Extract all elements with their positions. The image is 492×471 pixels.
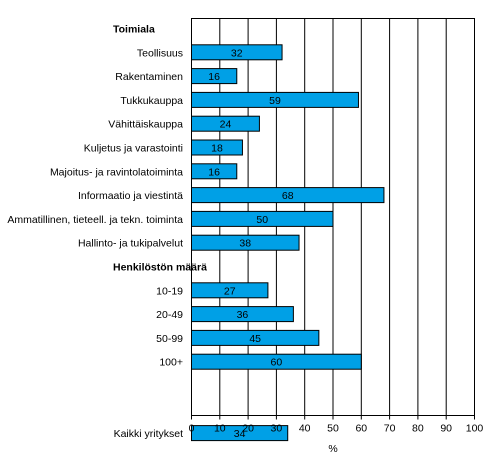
bar xyxy=(191,91,359,108)
x-tick-label: 100 xyxy=(466,423,484,435)
bar-value-label: 60 xyxy=(271,357,283,369)
bar xyxy=(191,425,289,442)
category-label: 10-19 xyxy=(156,285,183,297)
bar xyxy=(191,187,385,204)
category-label: Tukkukauppa xyxy=(120,95,183,107)
bar-value-label: 18 xyxy=(211,143,223,155)
bar xyxy=(191,163,238,180)
category-label: 20-49 xyxy=(156,309,183,321)
bar-value-label: 38 xyxy=(239,238,251,250)
bar-value-label: 24 xyxy=(220,119,232,131)
bar-value-label: 50 xyxy=(256,214,268,226)
bar-value-label: 16 xyxy=(208,71,220,83)
bar-value-label: 34 xyxy=(234,428,246,440)
x-tick-label: 30 xyxy=(271,423,283,435)
bar xyxy=(191,210,334,227)
x-tick-label: 90 xyxy=(440,423,452,435)
x-tick-label: 70 xyxy=(384,423,396,435)
category-label: 50-99 xyxy=(156,333,183,345)
bar xyxy=(191,44,283,61)
bar-value-label: 16 xyxy=(208,166,220,178)
x-tick-label: 60 xyxy=(355,423,367,435)
category-label: Rakentaminen xyxy=(115,71,183,83)
bar-value-label: 27 xyxy=(224,285,236,297)
x-axis-ticks: 0 10 20 30 40 50 60 70 80 90 100 xyxy=(189,415,484,435)
bar xyxy=(191,282,269,299)
group-header: Henkilöstön määrä xyxy=(113,262,207,274)
x-tick-label: 0 xyxy=(189,423,195,435)
bar xyxy=(191,234,300,251)
category-label: 100+ xyxy=(159,357,183,369)
bar-value-label: 68 xyxy=(282,190,294,202)
bar xyxy=(191,306,294,323)
category-label: Hallinto- ja tukipalvelut xyxy=(78,238,183,250)
bar xyxy=(191,115,260,132)
bar xyxy=(191,353,362,370)
x-tick-label: 20 xyxy=(242,423,254,435)
bar-value-label: 59 xyxy=(269,95,281,107)
x-tick-label: 40 xyxy=(299,423,311,435)
category-label: Kaikki yritykset xyxy=(114,428,184,440)
category-label: Majoitus- ja ravintolatoiminta xyxy=(50,166,183,178)
category-labels: Toimiala Teollisuus Rakentaminen Tukkukaupp… xyxy=(7,24,207,441)
bar xyxy=(191,329,320,346)
x-tick-label: 80 xyxy=(412,423,424,435)
bar-value-label: 45 xyxy=(249,333,261,345)
gridlines xyxy=(219,18,447,416)
category-label: Ammatillinen, tieteell. ja tekn. toimint… xyxy=(7,214,183,226)
x-axis-label: % xyxy=(328,443,337,455)
category-label: Teollisuus xyxy=(137,47,183,59)
group-header: Toimiala xyxy=(113,24,155,36)
bar-value-label: 32 xyxy=(231,47,243,59)
bar-value-label: 36 xyxy=(237,309,249,321)
bar xyxy=(191,139,243,156)
bar xyxy=(191,68,238,85)
category-label: Informaatio ja viestintä xyxy=(78,190,183,202)
x-tick-label: 50 xyxy=(327,423,339,435)
category-label: Kuljetus ja varastointi xyxy=(84,143,183,155)
category-label: Vähittäiskauppa xyxy=(108,119,183,131)
x-tick-label: 10 xyxy=(214,423,226,435)
